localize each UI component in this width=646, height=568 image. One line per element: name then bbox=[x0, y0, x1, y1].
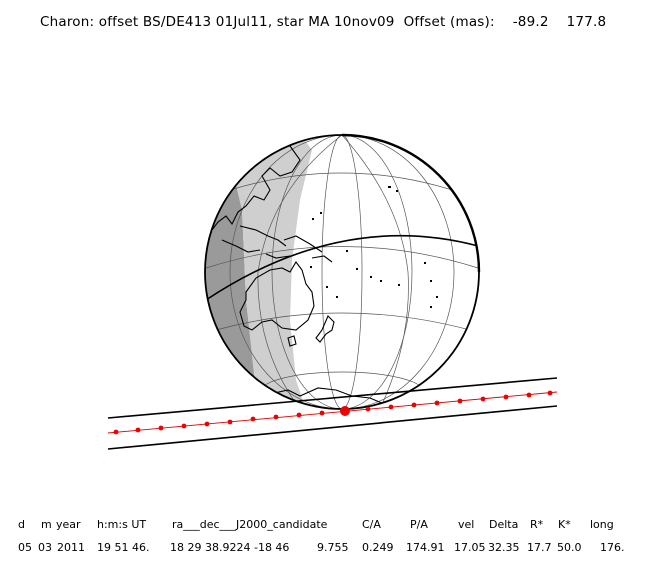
time-marker bbox=[319, 410, 325, 416]
header-rstar: R* bbox=[530, 518, 544, 531]
value-ca: 0.249 bbox=[362, 541, 394, 554]
time-marker bbox=[227, 419, 233, 425]
time-marker bbox=[250, 416, 256, 422]
value-time: 19 51 46. bbox=[97, 541, 150, 554]
new-zealand-coast bbox=[315, 315, 335, 343]
closest-approach-marker bbox=[340, 406, 350, 416]
value-long: 176. bbox=[600, 541, 625, 554]
time-marker bbox=[181, 423, 187, 429]
header-day: d bbox=[18, 518, 25, 531]
time-marker bbox=[503, 394, 509, 400]
value-month: 03 bbox=[38, 541, 52, 554]
value-year: 2011 bbox=[57, 541, 85, 554]
shadow-path-south bbox=[107, 405, 558, 450]
value-vel: 17.05 bbox=[454, 541, 486, 554]
australia-coast bbox=[239, 261, 315, 331]
header-ca: C/A bbox=[362, 518, 381, 531]
shadow-path-north bbox=[107, 377, 558, 419]
time-marker bbox=[480, 396, 486, 402]
equator bbox=[205, 234, 479, 301]
value-kstar: 50.0 bbox=[557, 541, 582, 554]
time-marker bbox=[411, 402, 417, 408]
time-marker bbox=[273, 414, 279, 420]
time-marker bbox=[388, 404, 394, 410]
header-month: m bbox=[41, 518, 52, 531]
twilight-region bbox=[228, 135, 312, 409]
time-marker bbox=[204, 421, 210, 427]
time-markers bbox=[113, 390, 553, 435]
value-delta: 32.35 bbox=[488, 541, 520, 554]
time-marker bbox=[158, 425, 164, 431]
value-pa: 174.91 bbox=[406, 541, 445, 554]
time-marker bbox=[457, 398, 463, 404]
chart-title: Charon: offset BS/DE413 01Jul11, star MA… bbox=[40, 14, 607, 30]
value-day: 05 bbox=[18, 541, 32, 554]
header-time: h:m:s UT bbox=[97, 518, 147, 531]
time-marker bbox=[296, 412, 302, 418]
value-radec: 18 29 38.9224 -18 46 bbox=[170, 541, 290, 554]
value-rstar: 17.7 bbox=[527, 541, 552, 554]
time-marker bbox=[434, 400, 440, 406]
time-marker bbox=[113, 429, 119, 435]
time-marker bbox=[526, 392, 532, 398]
antarctica-coast bbox=[269, 387, 386, 409]
header-radec: ra___dec___J2000_candidate bbox=[172, 518, 328, 531]
header-vel: vel bbox=[458, 518, 475, 531]
value-candidate: 9.755 bbox=[317, 541, 349, 554]
time-marker bbox=[547, 390, 553, 396]
header-delta: Delta bbox=[489, 518, 519, 531]
time-marker bbox=[365, 406, 371, 412]
header-pa: P/A bbox=[410, 518, 428, 531]
header-year: year bbox=[56, 518, 81, 531]
header-kstar: K* bbox=[558, 518, 571, 531]
header-long: long bbox=[590, 518, 614, 531]
time-marker bbox=[135, 427, 141, 433]
